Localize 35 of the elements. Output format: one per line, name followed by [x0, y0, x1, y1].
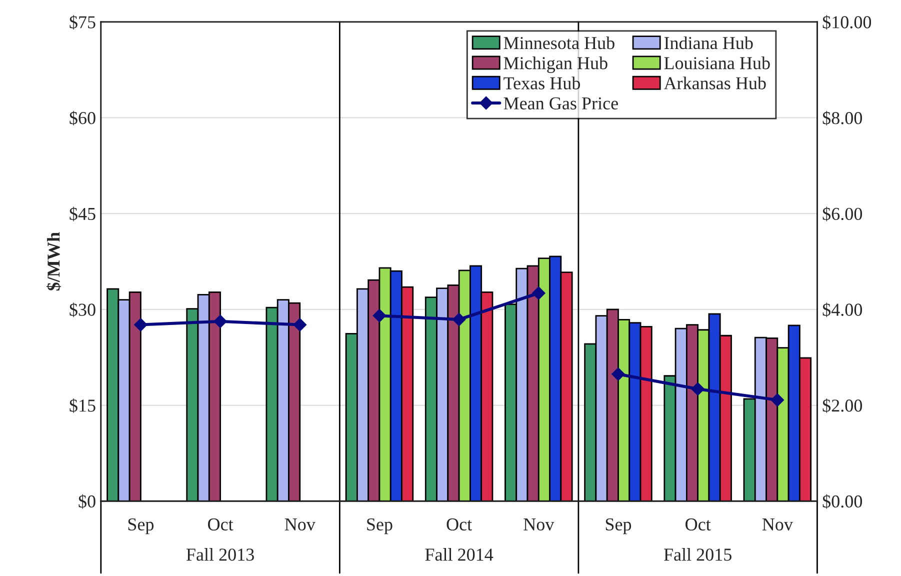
point: [612, 368, 625, 381]
y-axis-title: $/MWh: [46, 232, 61, 290]
y-tick-label: $30: [70, 302, 96, 318]
point: [770, 393, 784, 407]
y-tick-label: $45: [70, 206, 96, 222]
x-tick-label: Sep: [606, 518, 632, 534]
text: Fall 2013: [186, 548, 254, 561]
y-tick-label: $75: [70, 15, 96, 30]
point: [691, 382, 704, 396]
y-tick-label: $60: [70, 110, 96, 126]
text: Fall 2014: [425, 548, 494, 561]
x-tick-label: Nov: [524, 518, 554, 530]
legend-label: Arkansas Hub: [664, 76, 766, 90]
x-tick-label: Oct: [686, 518, 711, 530]
legend-label: Michigan Hub: [504, 56, 608, 73]
y2-tick-label: $4.00: [822, 302, 862, 318]
y2-tick-label: $8.00: [822, 110, 862, 126]
y-tick-label: $0: [78, 494, 96, 509]
legend-label: Texas Hub: [504, 76, 580, 90]
y2-tick-label: $2.00: [822, 398, 862, 413]
y2-tick-label: $10.00: [822, 15, 872, 30]
legend-label: Minnesota Hub: [504, 36, 614, 50]
legend-label: Indiana Hub: [664, 36, 753, 50]
legend-label: Mean Gas Price: [504, 97, 618, 110]
x-tick-label: Oct: [446, 518, 472, 530]
x-tick-label: Oct: [208, 518, 234, 530]
x-tick-label: Nov: [284, 518, 316, 530]
y2-tick-label: $0.00: [822, 494, 862, 509]
x-tick-label: Nov: [762, 518, 793, 530]
x-tick-label: Sep: [128, 518, 154, 534]
legend-label: Louisiana Hub: [664, 56, 770, 70]
x-tick-label: Sep: [367, 518, 392, 534]
text: Fall 2015: [664, 548, 732, 561]
y2-tick-label: $6.00: [822, 206, 862, 222]
y-tick-label: $15: [70, 398, 96, 413]
